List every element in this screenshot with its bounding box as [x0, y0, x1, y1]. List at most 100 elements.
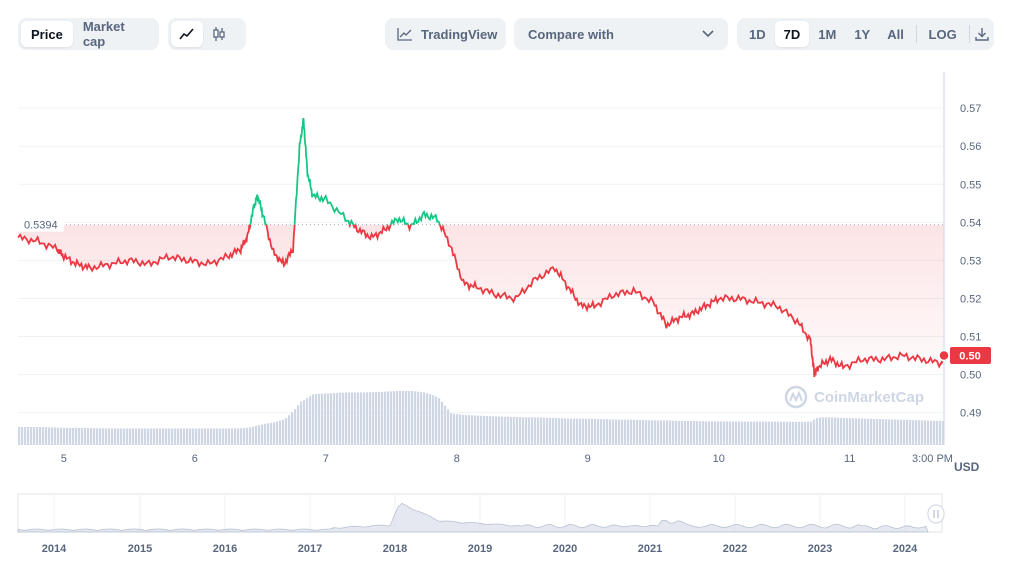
- volume-bar: [594, 418, 597, 445]
- volume-bar: [366, 392, 369, 445]
- volume-bar: [660, 420, 663, 445]
- volume-bar: [384, 391, 387, 445]
- volume-bar: [702, 421, 705, 445]
- volume-bar: [726, 421, 729, 445]
- volume-bar: [138, 428, 141, 445]
- volume-bar: [567, 418, 570, 445]
- range-1d-button[interactable]: 1D: [749, 26, 766, 42]
- volume-bar: [357, 392, 360, 445]
- log-scale-button[interactable]: LOG: [928, 26, 957, 42]
- navigator-handle[interactable]: [927, 504, 945, 524]
- volume-bar: [90, 428, 93, 445]
- volume-bar: [201, 428, 204, 445]
- volume-bar: [375, 392, 378, 445]
- watermark-text: CoinMarketCap: [814, 389, 924, 406]
- x-axis: 3:00 PM 5 6 7 8 9 10 11: [61, 453, 953, 465]
- volume-bar: [351, 392, 354, 445]
- volume-bar: [759, 421, 762, 445]
- volume-bar: [672, 420, 675, 445]
- volume-bar: [591, 418, 594, 445]
- volume-bar: [273, 422, 276, 445]
- volume-bar: [432, 395, 435, 445]
- navigator-year-label: 2019: [468, 543, 492, 555]
- volume-bar: [870, 418, 873, 445]
- volume-bar: [678, 420, 681, 445]
- volume-bar: [666, 420, 669, 445]
- volume-bar: [369, 392, 372, 445]
- volume-bar: [933, 420, 936, 445]
- volume-bar: [597, 418, 600, 445]
- volume-bar: [588, 418, 591, 445]
- navigator-history-area: [17, 502, 929, 533]
- volume-bar: [822, 417, 825, 445]
- volume-bar: [348, 392, 351, 445]
- navigator-year-label: 2017: [298, 543, 322, 555]
- market-cap-tab[interactable]: Market cap: [82, 19, 125, 49]
- range-7d-button[interactable]: 7D: [774, 21, 810, 47]
- volume-bar: [150, 428, 153, 445]
- volume-bar: [315, 393, 318, 445]
- compare-with-dropdown[interactable]: Compare with: [514, 18, 728, 50]
- reference-price-text: 0.5394: [24, 220, 58, 232]
- candlestick-chart-button[interactable]: [203, 21, 235, 47]
- volume-bar: [528, 417, 531, 445]
- current-price-badge: 0.50: [950, 347, 991, 365]
- volume-bar: [750, 421, 753, 445]
- volume-bar: [219, 428, 222, 445]
- volume-bar: [45, 427, 48, 445]
- volume-bar: [387, 391, 390, 445]
- volume-bar: [699, 421, 702, 445]
- volume-bar: [681, 421, 684, 445]
- volume-bar: [81, 427, 84, 445]
- y-tick-label: 0.53: [960, 255, 981, 267]
- volume-bar: [774, 421, 777, 445]
- volume-bar: [756, 421, 759, 445]
- volume-bar: [873, 418, 876, 445]
- volume-bar: [519, 417, 522, 445]
- volume-bar: [234, 428, 237, 445]
- volume-bar: [339, 392, 342, 445]
- volume-bar: [222, 428, 225, 445]
- range-1m-button[interactable]: 1M: [818, 26, 837, 42]
- volume-bar: [270, 422, 273, 445]
- price-tab[interactable]: Price: [21, 21, 73, 47]
- y-tick-label: 0.54: [960, 217, 981, 229]
- volume-bar: [75, 427, 78, 445]
- range-1y-button[interactable]: 1Y: [854, 26, 871, 42]
- download-button[interactable]: [973, 21, 991, 47]
- tradingview-button[interactable]: TradingView: [385, 18, 506, 50]
- volume-bar: [891, 419, 894, 445]
- line-chart-button[interactable]: [171, 21, 203, 47]
- volume-bar: [372, 392, 375, 445]
- price-chart[interactable]: CoinMarketCap 0.5394 0.49 0.50 0.51 0.52 0.5…: [0, 60, 1015, 480]
- volume-bar: [768, 421, 771, 445]
- volume-bar: [405, 391, 408, 445]
- volume-bar: [228, 428, 231, 445]
- volume-bar: [504, 416, 507, 445]
- price-line-below-reference: [17, 224, 945, 378]
- volume-bar: [99, 428, 102, 445]
- range-navigator[interactable]: 2014 2015 2016 2017 2018 2019 2020 2021 2022 2023…: [0, 490, 1015, 570]
- coinmarketcap-watermark: CoinMarketCap: [784, 385, 924, 409]
- volume-bar: [435, 396, 438, 445]
- volume-bar: [852, 418, 855, 445]
- navigator-year-label: 2021: [638, 543, 662, 555]
- volume-bar: [381, 391, 384, 445]
- volume-bar: [474, 415, 477, 445]
- volume-bar: [492, 416, 495, 445]
- volume-bar: [162, 428, 165, 445]
- volume-bar: [630, 419, 633, 445]
- volume-bar: [624, 419, 627, 445]
- volume-bar: [606, 419, 609, 445]
- volume-bar: [657, 420, 660, 445]
- range-all-button[interactable]: All: [887, 26, 904, 42]
- volume-bar: [390, 391, 393, 445]
- volume-bar: [684, 421, 687, 445]
- volume-bar: [240, 428, 243, 445]
- volume-bar: [633, 419, 636, 445]
- volume-bar: [747, 421, 750, 445]
- volume-bar: [438, 398, 441, 445]
- price-line-above-reference: [248, 117, 444, 225]
- volume-bar: [801, 421, 804, 445]
- volume-bar: [447, 409, 450, 445]
